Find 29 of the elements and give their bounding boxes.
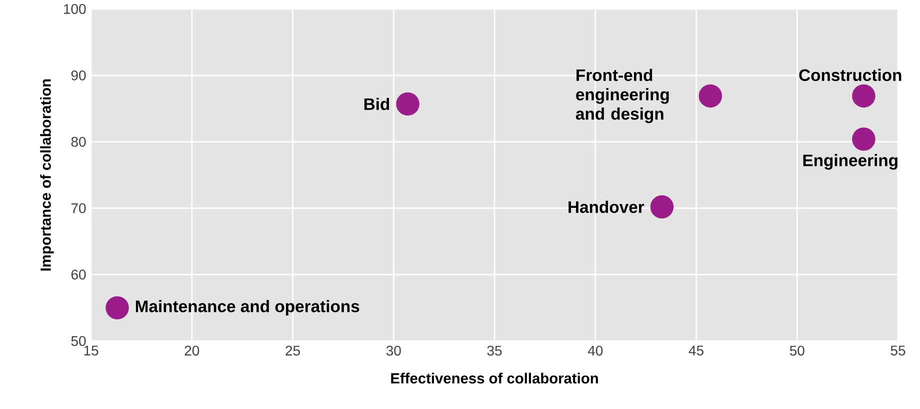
y-tick-label: 70 <box>71 203 86 214</box>
point <box>650 195 674 218</box>
x-tick-label: 20 <box>184 346 200 356</box>
x-tick-label: 15 <box>84 346 98 356</box>
x-tick-label: 25 <box>286 346 300 356</box>
point <box>106 296 129 320</box>
y-tick-label: 90 <box>71 70 86 80</box>
x-axis-title: Effectiveness of collaboration <box>391 372 598 384</box>
y-tick-label: 60 <box>71 270 86 280</box>
y-tick-label: 100 <box>64 4 86 14</box>
annotation: Front-end engineering and design <box>576 68 669 124</box>
point <box>852 128 876 151</box>
x-tick-label: 50 <box>790 346 804 356</box>
y-tick-label: 80 <box>71 136 86 147</box>
y-axis-title: Importance of collaboration <box>40 79 54 271</box>
x-tick-label: 45 <box>688 346 704 356</box>
annotation: Bid <box>364 98 390 110</box>
point <box>698 84 722 108</box>
x-tick-label: 30 <box>386 346 401 356</box>
point <box>852 84 876 108</box>
y-tick-label: 50 <box>71 336 86 346</box>
annotation: Handover <box>568 200 644 213</box>
annotation: Engineering <box>803 154 898 170</box>
point <box>396 92 420 116</box>
x-tick-label: 40 <box>588 346 603 356</box>
x-tick-label: 55 <box>890 346 906 356</box>
annotation: Maintenance and operations <box>136 300 360 316</box>
x-tick-label: 35 <box>487 346 502 356</box>
annotation: Construction <box>799 68 902 82</box>
